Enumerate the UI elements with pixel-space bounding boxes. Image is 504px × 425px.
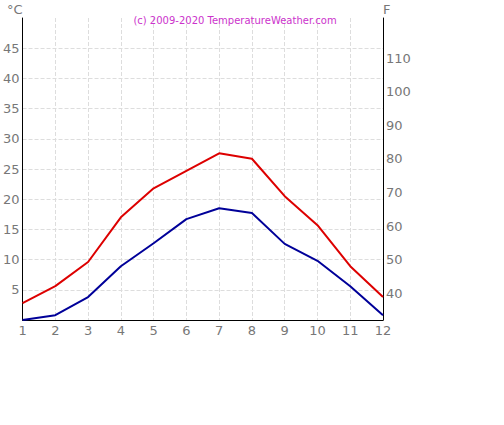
- svg-text:5: 5: [11, 282, 19, 297]
- svg-text:11: 11: [342, 323, 359, 338]
- svg-text:110: 110: [386, 51, 411, 66]
- svg-text:10: 10: [309, 323, 326, 338]
- svg-text:9: 9: [281, 323, 289, 338]
- svg-text:15: 15: [3, 222, 20, 237]
- svg-text:25: 25: [3, 162, 20, 177]
- svg-text:2: 2: [51, 323, 59, 338]
- svg-text:35: 35: [3, 101, 20, 116]
- svg-text:F: F: [383, 2, 390, 17]
- svg-text:(c) 2009-2020 TemperatureWeath: (c) 2009-2020 TemperatureWeather.com: [133, 15, 336, 26]
- svg-text:60: 60: [386, 219, 403, 234]
- svg-text:70: 70: [386, 185, 403, 200]
- svg-text:40: 40: [3, 71, 20, 86]
- svg-text:20: 20: [3, 192, 20, 207]
- svg-text:3: 3: [84, 323, 92, 338]
- svg-text:30: 30: [3, 131, 20, 146]
- svg-text:10: 10: [3, 252, 20, 267]
- svg-text:6: 6: [182, 323, 190, 338]
- svg-text:80: 80: [386, 151, 403, 166]
- svg-text:5: 5: [149, 323, 157, 338]
- svg-text:8: 8: [248, 323, 256, 338]
- svg-text:°C: °C: [7, 2, 23, 17]
- svg-text:45: 45: [3, 41, 20, 56]
- svg-text:7: 7: [215, 323, 223, 338]
- svg-text:50: 50: [386, 252, 403, 267]
- svg-text:100: 100: [386, 84, 411, 99]
- svg-text:90: 90: [386, 118, 403, 133]
- svg-text:1: 1: [18, 323, 26, 338]
- svg-text:4: 4: [117, 323, 125, 338]
- svg-text:12: 12: [375, 323, 392, 338]
- svg-text:40: 40: [386, 286, 403, 301]
